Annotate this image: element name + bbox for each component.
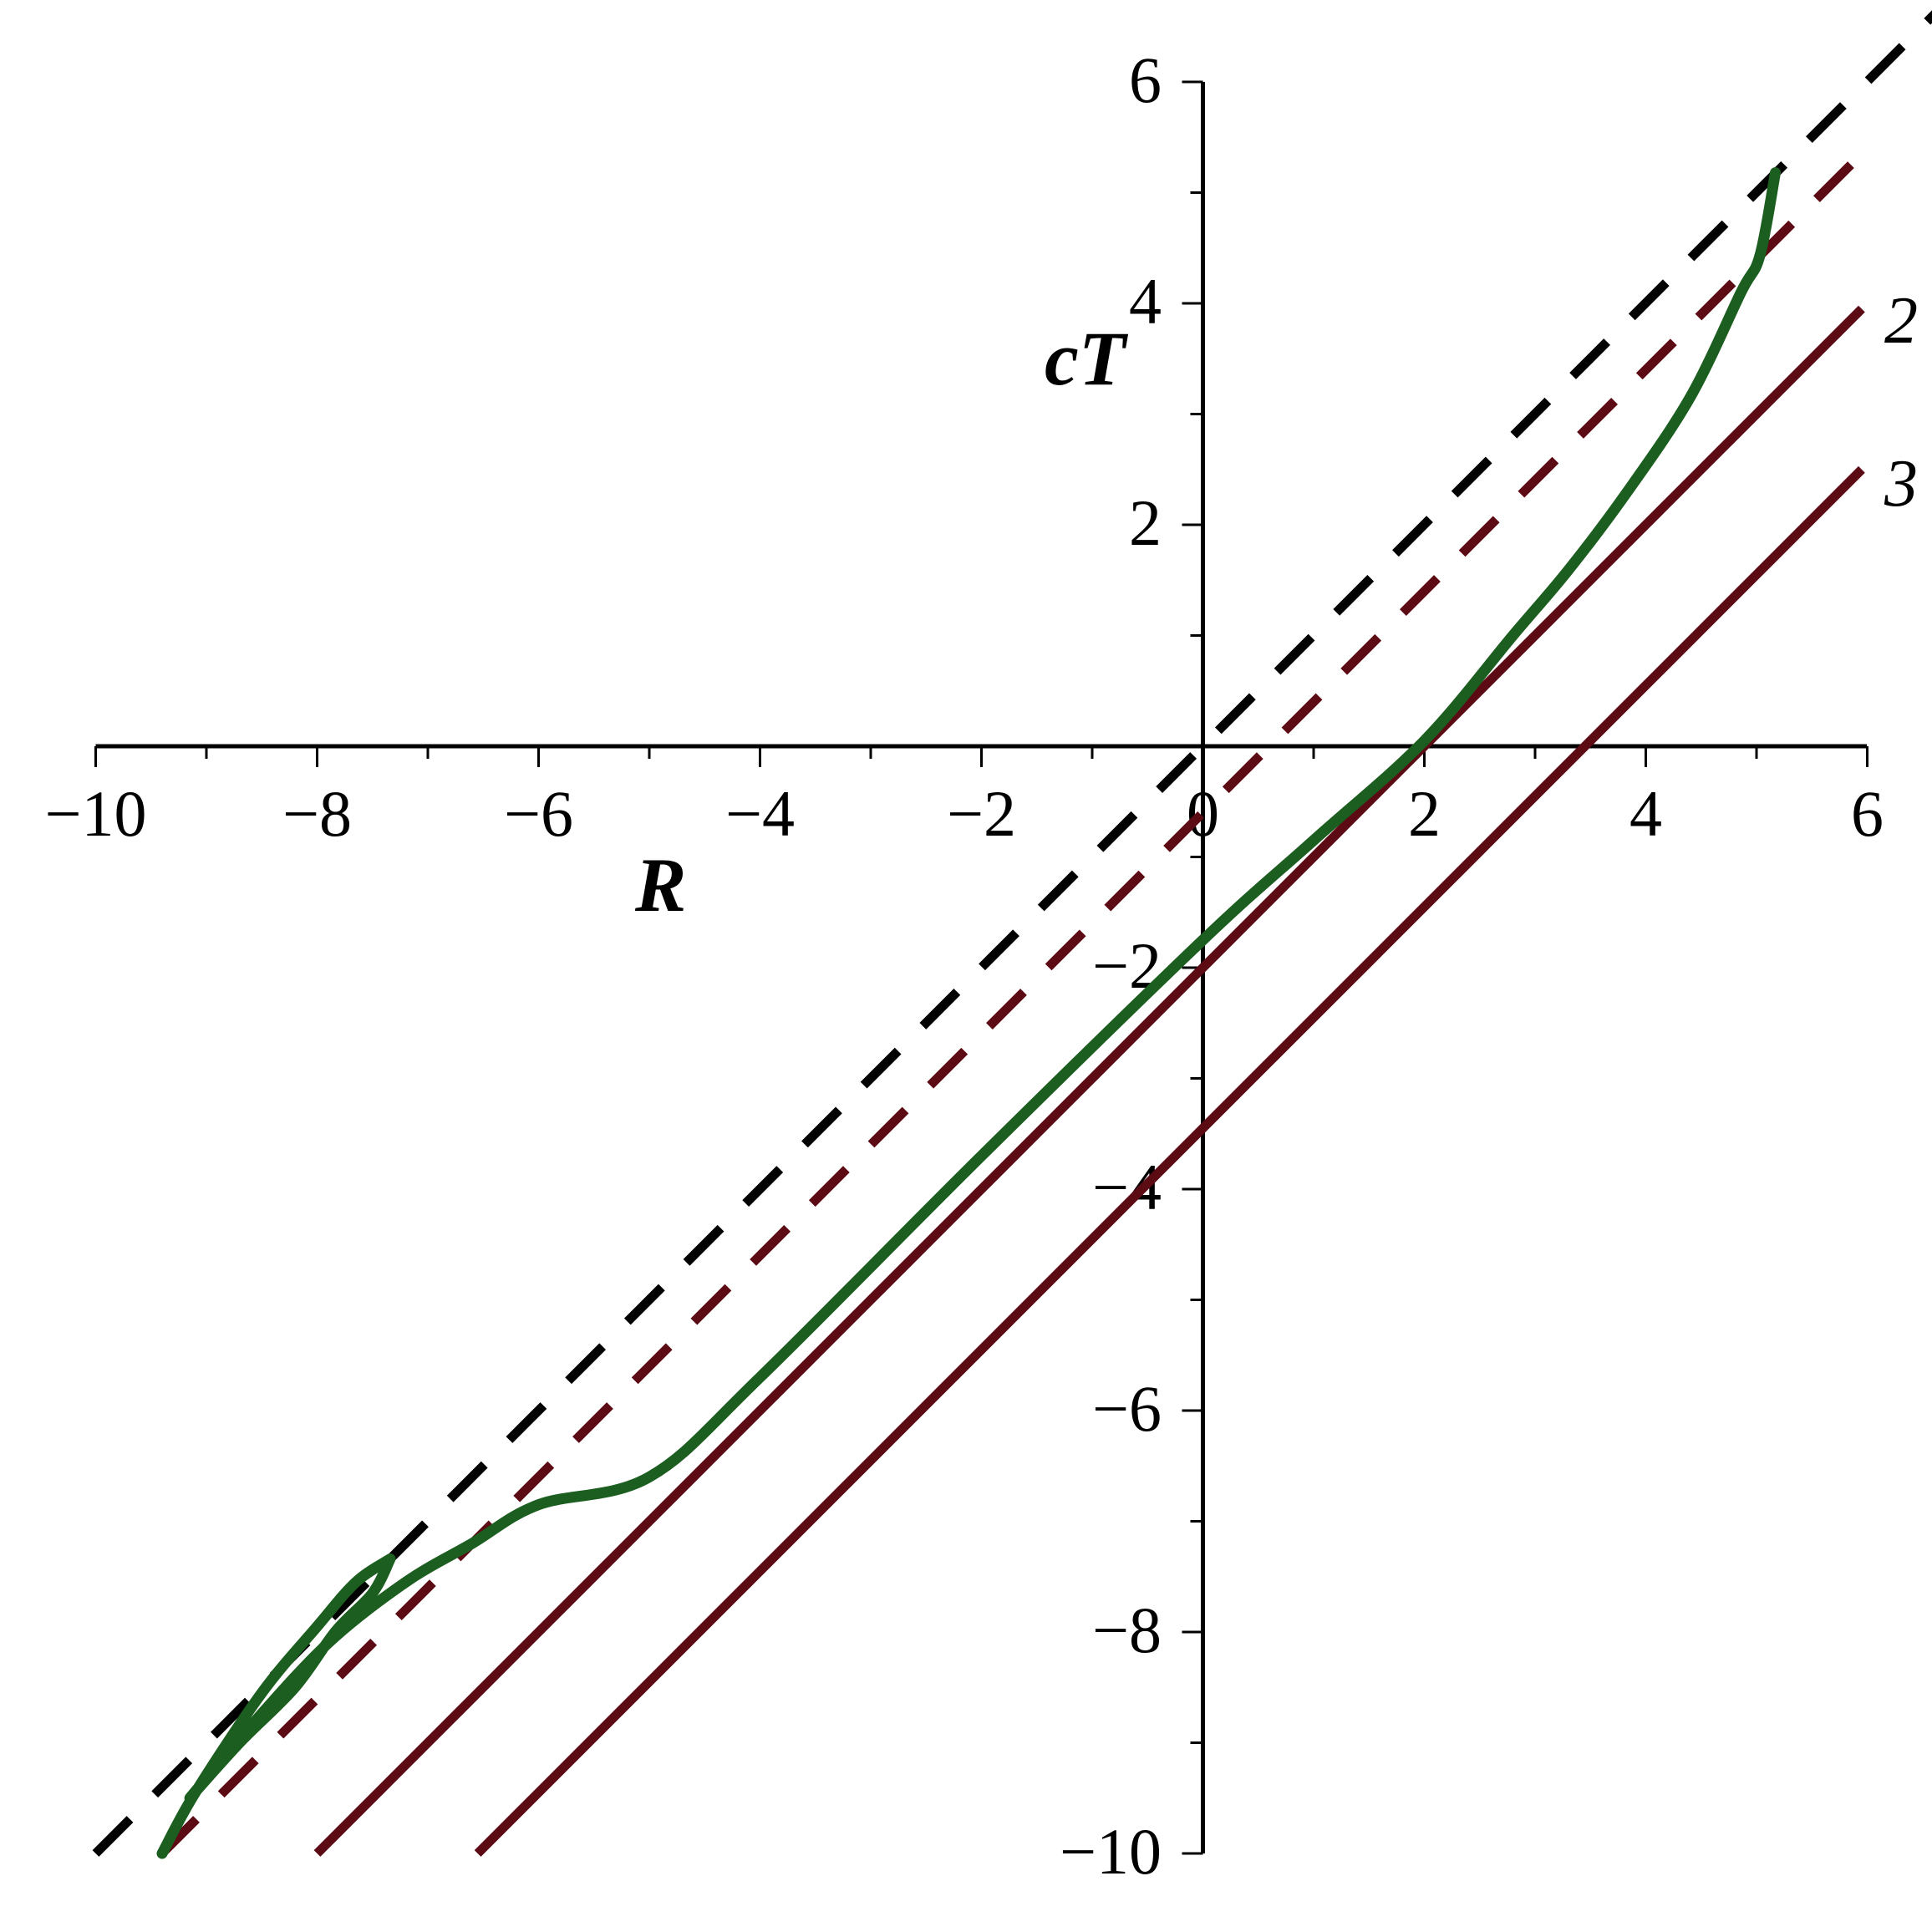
svg-text:2: 2 (1129, 486, 1162, 559)
svg-text:−4: −4 (1092, 1151, 1162, 1223)
svg-text:−10: −10 (45, 777, 147, 850)
svg-text:−2: −2 (947, 777, 1016, 850)
svg-text:2: 2 (1408, 777, 1441, 850)
svg-text:6: 6 (1851, 777, 1884, 850)
svg-text:4: 4 (1129, 265, 1162, 338)
svg-text:−8: −8 (1092, 1594, 1162, 1666)
svg-text:−10: −10 (1060, 1815, 1162, 1888)
svg-text:3: 3 (1884, 447, 1918, 521)
svg-text:−6: −6 (504, 777, 573, 850)
svg-text:4: 4 (1629, 777, 1662, 850)
svg-text:2: 2 (1884, 284, 1918, 358)
svg-text:−4: −4 (725, 777, 795, 850)
svg-text:0: 0 (1187, 777, 1219, 850)
svg-text:R: R (634, 842, 686, 928)
svg-text:−6: −6 (1092, 1372, 1162, 1445)
svg-text:cT: cT (1045, 316, 1129, 401)
svg-text:−8: −8 (282, 777, 352, 850)
svg-text:6: 6 (1129, 43, 1162, 116)
